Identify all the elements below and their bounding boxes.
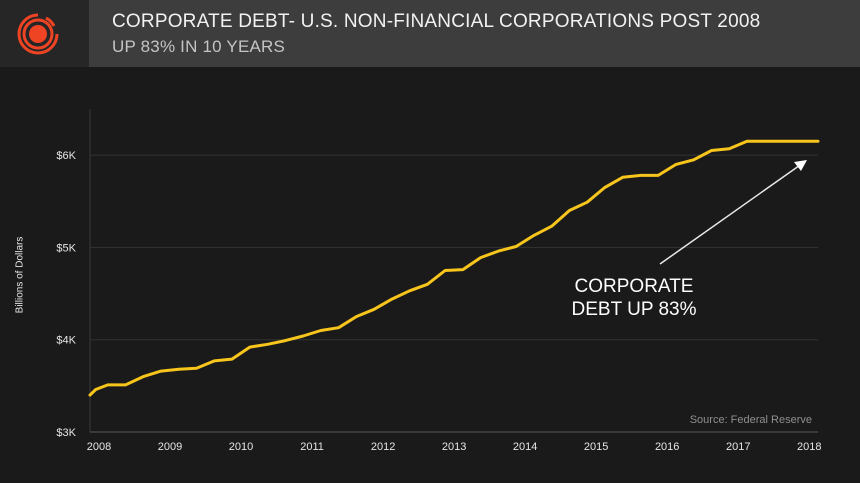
x-tick-label: 2009 — [158, 441, 182, 453]
x-tick-label: 2012 — [371, 441, 395, 453]
x-tick-label: 2018 — [797, 441, 821, 453]
y-tick-labels: $3K $4K $5K $6K — [56, 150, 76, 439]
grid-lines — [89, 109, 818, 433]
x-tick-label: 2017 — [726, 441, 750, 453]
series-group — [88, 139, 820, 397]
y-tick-label: $6K — [56, 150, 76, 162]
x-tick-label: 2013 — [442, 441, 466, 453]
x-tick-labels: 2008 2009 2010 2011 2012 2013 2014 2015 2016 2017… — [87, 441, 822, 453]
source-note: Source: Federal Reserve — [689, 414, 812, 426]
logo — [0, 0, 89, 67]
x-tick-label: 2015 — [584, 441, 608, 453]
line-chart: $3K $4K $5K $6K 2008 2009 2010 2011 2012 2013 201… — [56, 109, 822, 453]
annotation-arrow-line — [659, 162, 804, 265]
chart-subtitle: UP 83% IN 10 YEARS — [112, 37, 286, 56]
x-tick-label: 2016 — [655, 441, 679, 453]
x-tick-label: 2010 — [229, 441, 253, 453]
concentric-circle-target-icon — [17, 13, 59, 55]
annotation-arrow — [659, 160, 807, 265]
y-tick-label: $4K — [56, 335, 76, 347]
y-tick-label: $5K — [56, 242, 76, 254]
annotation-text: CORPORATE DEBT UP 83% — [571, 276, 697, 320]
chart-title: CORPORATE DEBT- U.S. NON-FINANCIAL CORPO… — [112, 11, 761, 32]
y-tick-label: $3K — [56, 427, 76, 439]
x-tick-label: 2011 — [300, 441, 324, 453]
header-bar: CORPORATE DEBT- U.S. NON-FINANCIAL CORPO… — [0, 0, 860, 67]
series-line — [88, 139, 820, 397]
x-tick-label: 2014 — [513, 441, 537, 453]
annotation-arrow-head — [794, 160, 807, 171]
x-tick-label: 2008 — [87, 441, 111, 453]
